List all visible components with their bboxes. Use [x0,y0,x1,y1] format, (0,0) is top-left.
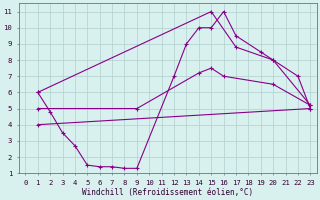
X-axis label: Windchill (Refroidissement éolien,°C): Windchill (Refroidissement éolien,°C) [82,188,253,197]
